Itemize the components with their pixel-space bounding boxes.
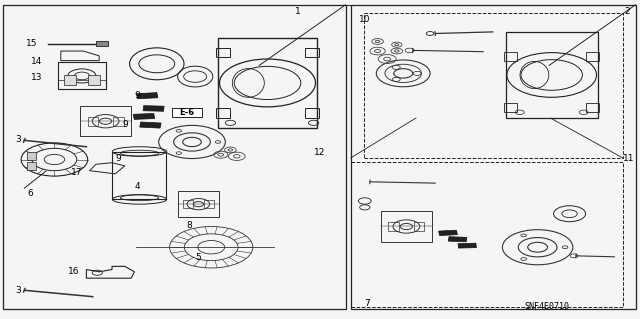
Bar xyxy=(88,117,98,126)
Bar xyxy=(381,211,432,242)
Bar xyxy=(58,62,106,89)
Text: 9: 9 xyxy=(135,91,140,100)
Bar xyxy=(504,103,517,112)
Text: 3: 3 xyxy=(15,135,20,144)
Bar xyxy=(218,38,317,128)
Bar xyxy=(216,48,230,57)
Text: 4: 4 xyxy=(135,182,140,191)
Text: 7: 7 xyxy=(364,299,369,308)
Text: 1: 1 xyxy=(295,7,300,16)
Text: 11: 11 xyxy=(623,154,634,163)
Text: 17: 17 xyxy=(71,168,83,177)
Bar xyxy=(586,103,599,112)
Bar xyxy=(388,222,399,231)
Polygon shape xyxy=(438,230,458,235)
Polygon shape xyxy=(133,114,155,119)
Text: 13: 13 xyxy=(31,73,43,82)
Bar xyxy=(112,152,166,199)
Text: E-6: E-6 xyxy=(179,108,195,117)
Bar xyxy=(27,152,36,160)
Bar xyxy=(80,106,131,137)
Polygon shape xyxy=(448,237,467,242)
Bar xyxy=(586,52,599,61)
Bar xyxy=(506,32,598,118)
Text: 12: 12 xyxy=(314,148,326,157)
Bar xyxy=(305,108,319,118)
Bar xyxy=(27,162,36,170)
Text: 15: 15 xyxy=(26,39,38,48)
Text: 9: 9 xyxy=(116,154,121,163)
Bar xyxy=(351,162,623,307)
Bar xyxy=(305,48,319,57)
Bar xyxy=(3,5,346,309)
Text: 8: 8 xyxy=(186,221,191,230)
Text: 14: 14 xyxy=(31,57,43,66)
Bar xyxy=(504,52,517,61)
Bar xyxy=(414,222,424,231)
Bar xyxy=(183,200,193,208)
Bar xyxy=(364,13,623,158)
Polygon shape xyxy=(140,122,161,128)
Bar xyxy=(172,108,202,117)
Text: 2: 2 xyxy=(625,7,630,16)
Bar xyxy=(96,41,108,46)
Text: 6: 6 xyxy=(28,189,33,198)
Bar xyxy=(88,75,100,85)
Text: 3: 3 xyxy=(15,286,20,295)
Bar xyxy=(204,200,214,208)
Bar xyxy=(64,75,76,85)
Bar xyxy=(351,5,636,309)
Polygon shape xyxy=(143,106,164,111)
Text: 10: 10 xyxy=(359,15,371,24)
Bar xyxy=(113,117,124,126)
Bar xyxy=(177,191,219,217)
Polygon shape xyxy=(136,93,158,99)
Bar xyxy=(216,108,230,118)
Text: 16: 16 xyxy=(68,267,79,276)
Text: 9: 9 xyxy=(122,120,127,129)
Text: 5: 5 xyxy=(196,253,201,262)
Text: SNF4E0710: SNF4E0710 xyxy=(525,302,570,311)
Polygon shape xyxy=(458,243,476,248)
